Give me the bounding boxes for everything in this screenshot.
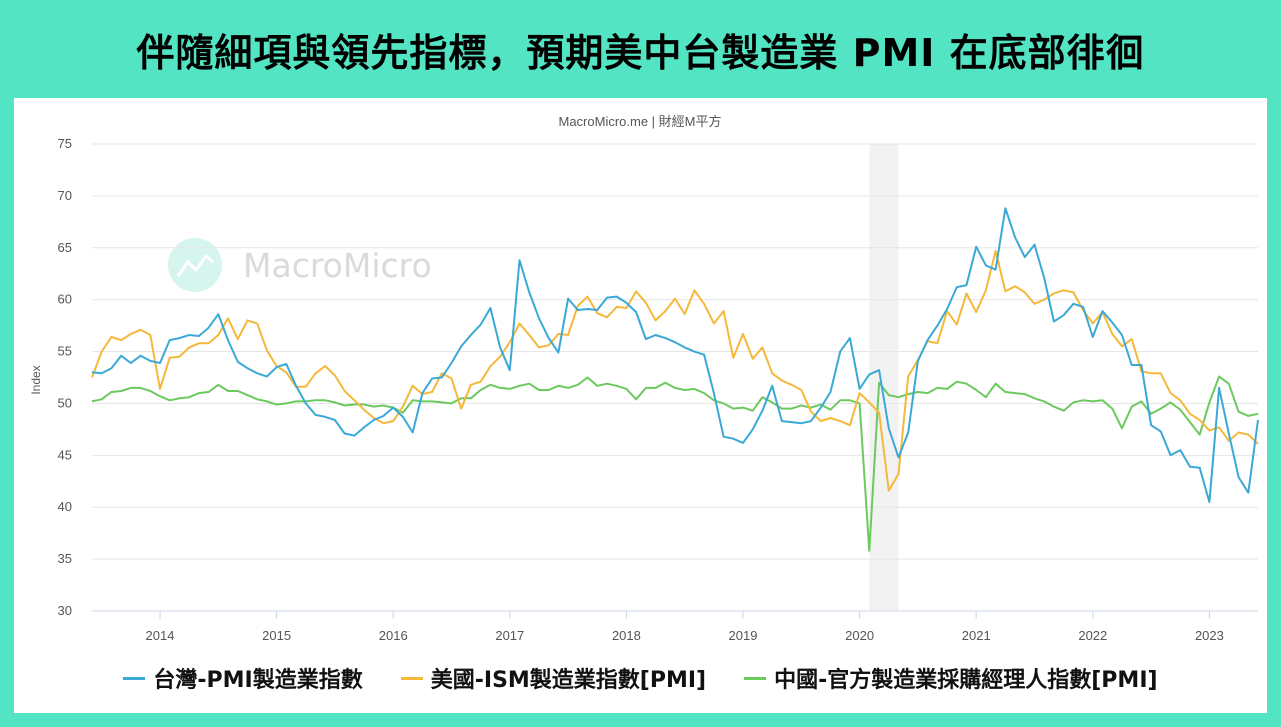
- legend-item-china[interactable]: 中國-官方製造業採購經理人指數[PMI]: [744, 662, 1158, 694]
- y-tick-label: 45: [58, 447, 72, 462]
- x-tick-label: 2016: [379, 628, 408, 643]
- series-line: [91, 249, 1259, 492]
- y-tick-label: 65: [58, 240, 72, 255]
- x-tick-label: 2019: [729, 628, 758, 643]
- watermark-text: MacroMicro: [243, 246, 432, 285]
- x-tick-label: 2023: [1195, 628, 1224, 643]
- legend-item-taiwan[interactable]: 台灣-PMI製造業指數: [123, 662, 363, 694]
- y-tick-label: 35: [58, 551, 72, 566]
- x-tick-label: 2017: [495, 628, 524, 643]
- y-tick-label: 55: [58, 344, 72, 359]
- legend-item-us[interactable]: 美國-ISM製造業指數[PMI]: [400, 662, 707, 694]
- series-2: [91, 375, 1259, 552]
- chart-source: MacroMicro.me | 財經M平方: [559, 114, 722, 129]
- y-tick-label: 60: [58, 292, 72, 307]
- legend: 台灣-PMI製造業指數 美國-ISM製造業指數[PMI] 中國-官方製造業採購經…: [0, 662, 1281, 694]
- x-tick-label: 2014: [146, 628, 175, 643]
- watermark-logo: MacroMicro: [168, 238, 432, 292]
- x-tick-label: 2015: [262, 628, 291, 643]
- page-title: 伴隨細項與領先指標，預期美中台製造業 PMI 在底部徘徊: [136, 30, 1145, 75]
- x-tick-label: 2020: [845, 628, 874, 643]
- series-line: [91, 375, 1259, 552]
- series-1: [91, 249, 1259, 492]
- y-axis-label: Index: [29, 365, 43, 394]
- legend-label: 台灣-PMI製造業指數: [153, 668, 363, 693]
- x-tick-label: 2022: [1078, 628, 1107, 643]
- legend-label: 中國-官方製造業採購經理人指數[PMI]: [774, 668, 1158, 693]
- y-tick-label: 40: [58, 499, 72, 514]
- series-line: [91, 207, 1259, 503]
- y-tick-label: 70: [58, 188, 72, 203]
- x-tick-label: 2021: [962, 628, 991, 643]
- legend-label: 美國-ISM製造業指數[PMI]: [430, 668, 707, 693]
- y-tick-label: 30: [58, 603, 72, 618]
- legend-swatch: [123, 676, 146, 680]
- series-0: [91, 207, 1259, 503]
- y-tick-label: 75: [58, 136, 72, 151]
- x-tick-label: 2018: [612, 628, 641, 643]
- shaded-period: [869, 144, 899, 611]
- legend-swatch: [400, 676, 423, 680]
- legend-swatch: [744, 676, 767, 680]
- y-tick-label: 50: [58, 395, 72, 410]
